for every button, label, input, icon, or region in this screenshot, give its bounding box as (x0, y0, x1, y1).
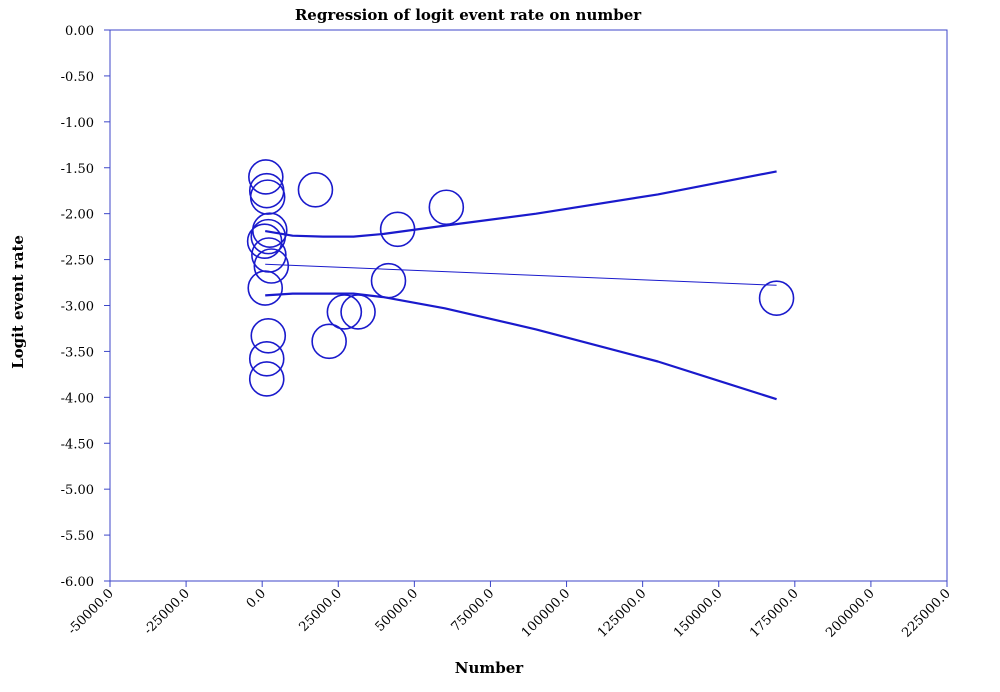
data-point (297, 171, 334, 208)
plot-frame (109, 29, 948, 582)
y-axis-label: Logit event rate (9, 235, 27, 369)
x-tick-label: 200000.0 (823, 586, 877, 640)
y-tick-label: -5.00 (61, 483, 94, 498)
data-point (379, 211, 416, 248)
x-tick-label: 0.0 (244, 586, 269, 611)
data-points (246, 159, 795, 397)
data-point (250, 218, 287, 255)
confidence-interval-lines (265, 170, 777, 401)
y-tick-label: -1.00 (61, 116, 94, 131)
data-point (370, 262, 407, 299)
x-tick-label: 150000.0 (671, 586, 725, 640)
x-tick-label: 50000.0 (373, 586, 422, 635)
y-tick-label: -4.50 (61, 437, 94, 452)
chart-title: Regression of logit event rate on number (295, 6, 642, 24)
ci-upper-line (265, 170, 777, 238)
data-point (250, 318, 287, 354)
data-point (248, 361, 285, 397)
data-point (249, 179, 286, 215)
data-point (758, 280, 795, 316)
y-axis-ticks: 0.00 -0.50 -1.00 -1.50 -2.00 -2.50 -3.00 -3.50 -… (61, 24, 110, 590)
y-tick-label: -6.00 (61, 575, 94, 590)
data-point (251, 237, 287, 273)
regression-line (265, 263, 777, 286)
x-tick-label: -25000.0 (141, 586, 193, 638)
data-point (247, 270, 284, 306)
y-tick-label: -3.00 (61, 300, 94, 315)
y-tick-label: -0.50 (61, 70, 94, 85)
y-tick-label: -3.50 (61, 345, 94, 360)
data-point (253, 248, 290, 284)
x-axis-ticks: -50000.0 -25000.0 0.0 25000.0 50000.0 75000.0… (65, 581, 954, 641)
data-point (246, 223, 283, 260)
data-point (248, 159, 284, 195)
data-point (326, 294, 363, 330)
x-tick-label: 25000.0 (296, 586, 345, 635)
y-tick-label: -2.00 (61, 208, 94, 223)
y-tick-label: -1.50 (61, 162, 94, 177)
y-tick-label: -4.00 (61, 391, 94, 406)
x-tick-label: 100000.0 (519, 586, 573, 640)
x-tick-label: 175000.0 (747, 586, 801, 640)
x-tick-label: 225000.0 (899, 586, 953, 640)
x-tick-label: 75000.0 (449, 586, 498, 635)
regression-line-group (265, 263, 777, 286)
x-tick-label: -50000.0 (65, 586, 117, 638)
data-point (340, 294, 376, 330)
y-tick-label: -2.50 (61, 254, 94, 269)
data-point (248, 340, 285, 377)
data-point (311, 323, 347, 360)
y-tick-label: -5.50 (61, 529, 94, 544)
x-tick-label: 125000.0 (595, 586, 649, 640)
x-axis-label: Number (455, 659, 525, 677)
y-tick-label: 0.00 (65, 24, 94, 39)
data-point (428, 189, 465, 226)
